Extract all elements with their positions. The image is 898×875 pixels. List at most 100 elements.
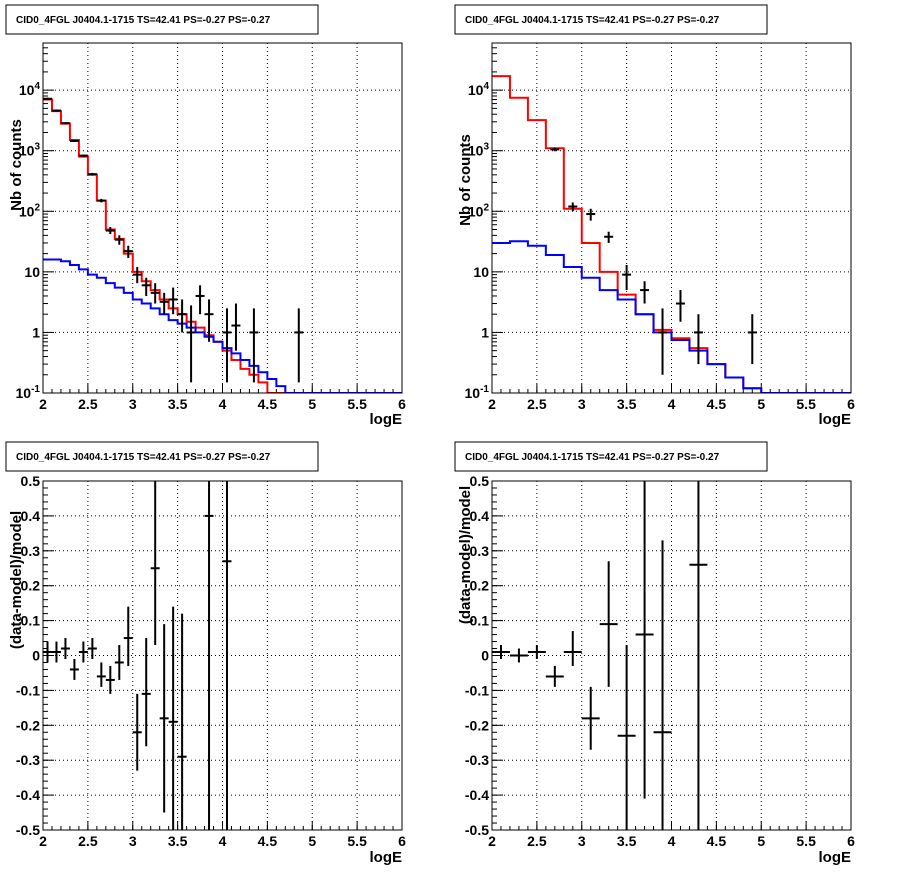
data-point — [177, 613, 187, 830]
x-tick-label: 2.5 — [78, 396, 98, 412]
data-point — [168, 606, 178, 830]
x-tick-label: 5 — [757, 833, 765, 849]
data-point — [78, 641, 88, 663]
y-tick-label: 0.4 — [470, 508, 490, 524]
data-point — [141, 638, 151, 747]
data-point — [640, 281, 650, 304]
x-tick-label: 5.5 — [347, 396, 367, 412]
data-point — [60, 638, 70, 659]
data-point — [51, 109, 61, 112]
series-layer — [492, 75, 851, 393]
y-axis-label: (data-model)/model — [457, 486, 474, 624]
y-tick-label: 10 — [473, 264, 489, 280]
data-point — [114, 235, 124, 245]
data-point — [249, 308, 259, 383]
data-point — [43, 641, 52, 663]
data-point — [635, 481, 654, 799]
y-tick-label: 0.5 — [21, 473, 41, 489]
x-axis-label: logE — [819, 411, 852, 428]
y-tick-label: 102 — [19, 202, 41, 219]
data-point — [43, 97, 52, 100]
x-tick-label: 4.5 — [258, 833, 278, 849]
x-tick-label: 2.5 — [527, 396, 547, 412]
y-tick-label: -0.5 — [16, 822, 40, 838]
y-tick-label: 0.2 — [21, 578, 41, 594]
data-point — [586, 208, 596, 221]
data-point — [51, 641, 61, 663]
y-tick-label: 102 — [468, 202, 490, 219]
y-tick-label: 103 — [19, 142, 41, 159]
data-point — [159, 292, 169, 315]
x-tick-label: 4 — [668, 833, 676, 849]
chart-title: CID0_4FGL J0404.1-1715 TS=42.41 PS=-0.27… — [16, 452, 271, 463]
y-tick-label: 10-1 — [465, 384, 490, 401]
x-tick-label: 5 — [308, 833, 316, 849]
x-tick-label: 2 — [488, 833, 496, 849]
y-tick-label: 104 — [19, 81, 41, 98]
data-point — [150, 283, 160, 304]
data-point — [69, 139, 79, 142]
plot-frame — [42, 480, 403, 831]
x-tick-label: 5.5 — [796, 396, 816, 412]
data-point — [204, 299, 214, 342]
data-point — [123, 245, 133, 258]
x-axis-label: logE — [370, 849, 403, 866]
y-tick-label: 104 — [468, 81, 490, 98]
data-point — [168, 287, 178, 315]
data-point — [195, 285, 205, 315]
data-point — [96, 662, 106, 687]
pad-spectrum-right: CID0_4FGL J0404.1-1715 TS=42.41 PS=-0.27… — [454, 4, 855, 428]
x-axis-label: logE — [370, 411, 403, 428]
chart-title: CID0_4FGL J0404.1-1715 TS=42.41 PS=-0.27… — [16, 15, 271, 26]
x-tick-label: 3 — [578, 833, 586, 849]
x-tick-label: 5 — [757, 396, 765, 412]
x-tick-label: 2.5 — [78, 833, 98, 849]
data-point — [60, 122, 70, 125]
data-point — [222, 481, 232, 830]
plot-area: 2 2.5 3 3.5 4 4.5 5 5.5 6 -0.5 -0.4 -0.3 -0.2 -0.1 0 0.… — [465, 473, 855, 849]
y-tick-label: -0.1 — [465, 682, 489, 698]
x-tick-label: 4.5 — [707, 396, 727, 412]
x-tick-label: 3 — [129, 833, 137, 849]
x-tick-label: 3.5 — [168, 833, 188, 849]
y-tick-label: 0 — [32, 648, 40, 664]
y-tick-label: 0.4 — [21, 508, 41, 524]
y-tick-label: -0.1 — [16, 682, 40, 698]
x-tick-label: 5.5 — [796, 833, 816, 849]
data-point — [604, 231, 614, 243]
data-point — [689, 481, 708, 830]
data-point — [159, 624, 169, 813]
x-tick-label: 6 — [398, 833, 406, 849]
data-point — [509, 648, 528, 663]
x-tick-label: 3.5 — [617, 396, 637, 412]
x-tick-label: 3 — [578, 396, 586, 412]
data-point — [231, 303, 241, 351]
x-axis-label: logE — [819, 849, 852, 866]
x-tick-label: 4.5 — [707, 833, 727, 849]
pad-residual-left: CID0_4FGL J0404.1-1715 TS=42.41 PS=-0.27… — [5, 441, 406, 866]
x-tick-label: 4.5 — [258, 396, 278, 412]
data-point — [653, 540, 672, 830]
data-point — [87, 172, 97, 176]
data-point — [87, 638, 97, 659]
data-point — [545, 665, 564, 687]
data-point — [563, 631, 582, 666]
data-point — [658, 308, 668, 375]
data-point — [617, 645, 636, 830]
data-point — [599, 561, 618, 687]
data-point — [132, 693, 142, 771]
data-point — [294, 308, 304, 383]
x-tick-label: 5.5 — [347, 833, 367, 849]
data-point — [150, 481, 160, 646]
x-tick-label: 6 — [847, 396, 855, 412]
series-layer — [492, 481, 708, 830]
title-box — [5, 4, 319, 35]
data-point — [177, 299, 187, 333]
data-point — [141, 277, 151, 296]
data-point — [675, 290, 685, 322]
y-tick-label: -0.4 — [465, 787, 489, 803]
data-point — [581, 686, 600, 750]
plot-area: 2 2.5 3 3.5 4 4.5 5 5.5 6 10-1 1 10 102 103 104 — [465, 42, 855, 412]
plot-frame — [491, 42, 852, 394]
y-tick-label: -0.3 — [16, 752, 40, 768]
